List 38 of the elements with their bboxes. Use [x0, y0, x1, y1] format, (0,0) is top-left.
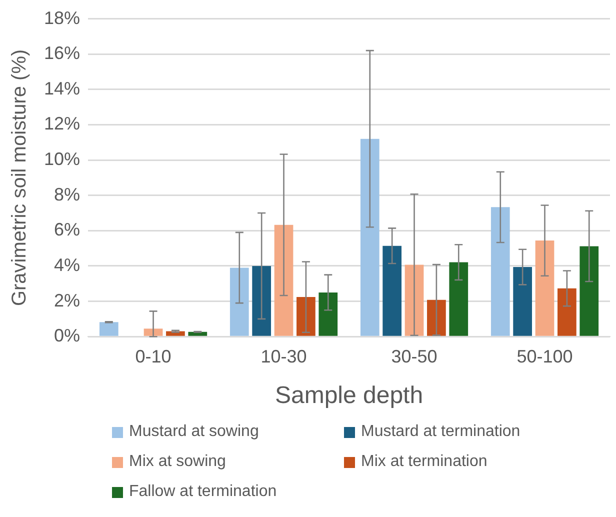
y-tick-label: 10% [44, 149, 80, 170]
bar [144, 328, 163, 336]
bar [427, 300, 446, 336]
legend-label: Fallow at termination [129, 483, 277, 501]
bar [360, 138, 380, 336]
legend-label: Mustard at termination [361, 423, 520, 441]
bar [558, 288, 576, 336]
x-tick-label: 0-10 [135, 346, 172, 366]
y-axis-title: Gravimetric soil moisture (%) [8, 49, 31, 306]
y-tick-label: 2% [54, 290, 80, 310]
bar [318, 292, 338, 336]
legend-label: Mix at sowing [129, 453, 226, 471]
y-tick-label: 16% [44, 43, 80, 64]
bar [252, 266, 272, 336]
y-tick-label: 4% [54, 254, 80, 275]
y-tick-label: 6% [54, 220, 80, 240]
y-tick-label: 12% [44, 114, 80, 134]
bar [513, 267, 532, 336]
x-tick-label: 50-100 [516, 346, 573, 366]
x-tick-label: 10-30 [260, 346, 307, 366]
bar [580, 246, 599, 336]
bar [535, 240, 554, 336]
bar [490, 207, 510, 336]
bar [99, 322, 118, 336]
bar [230, 268, 249, 336]
x-tick-label: 30-50 [391, 346, 438, 366]
legend-label: Mix at termination [361, 453, 488, 471]
legend-label: Mustard at sowing [129, 423, 259, 441]
y-tick-label: 0% [54, 326, 80, 346]
y-tick-label: 14% [44, 78, 80, 98]
bar [382, 246, 402, 336]
bar [274, 224, 294, 336]
x-axis-title: Sample depth [274, 382, 424, 410]
bar [404, 264, 424, 336]
y-tick-label: 18% [44, 8, 80, 28]
bar [296, 297, 316, 336]
y-tick-label: 8% [54, 184, 80, 204]
bar [449, 262, 468, 336]
